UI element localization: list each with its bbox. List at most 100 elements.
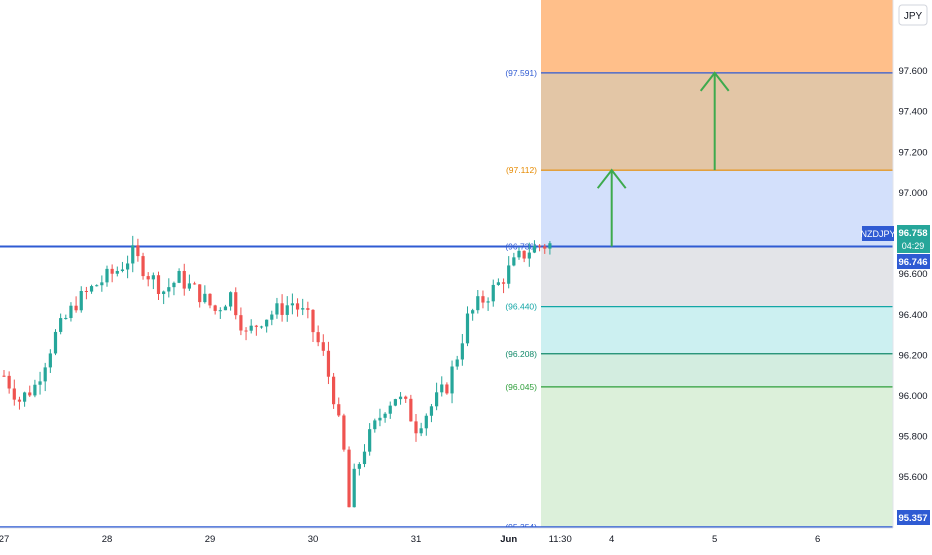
- candle-body: [223, 306, 228, 311]
- bid-price-badge-bg: [897, 254, 930, 269]
- zone-3: [541, 246, 893, 307]
- time-tick-label: 5: [712, 534, 717, 545]
- arrows: [596, 71, 730, 247]
- candle-body: [2, 375, 6, 377]
- last-price: 96.758: [898, 228, 927, 239]
- candle-body: [337, 404, 341, 416]
- symbol-badge-bg: [862, 226, 894, 241]
- candle-body: [64, 317, 68, 319]
- time-axis-bg: [0, 528, 932, 550]
- candle-body: [398, 396, 403, 400]
- candle-body: [141, 256, 145, 277]
- time-tick-label: 30: [308, 534, 319, 545]
- level-label-1: (97.112): [506, 165, 537, 175]
- candle-body: [512, 257, 516, 266]
- candle-body: [182, 270, 186, 289]
- zone-1: [541, 72, 893, 171]
- candle-body: [265, 319, 269, 327]
- candle-body: [208, 293, 212, 306]
- candle-body: [156, 275, 161, 294]
- candle-body: [352, 468, 356, 508]
- candle-body: [79, 290, 83, 311]
- candle-body: [28, 392, 32, 396]
- candle-body: [23, 392, 27, 402]
- candle-body: [12, 388, 16, 400]
- candle-body: [517, 250, 521, 258]
- low-marker-badge-bg: [897, 510, 930, 525]
- candle-body: [120, 269, 125, 271]
- price-tick-label: 97.600: [898, 66, 927, 77]
- price-tick-label: 97.000: [898, 188, 927, 199]
- candle-body: [311, 309, 315, 333]
- candle-body: [218, 310, 222, 312]
- level-lines: (97.591) (97.112) (96.736) (96.440) (96.208)…: [0, 68, 893, 532]
- time-tick-label: 4: [609, 534, 614, 545]
- candle-body: [445, 384, 449, 394]
- candle-body: [110, 268, 114, 274]
- candle-body: [491, 284, 495, 302]
- countdown: 04:29: [902, 241, 925, 251]
- candle-body: [244, 330, 248, 332]
- candle-body: [404, 396, 408, 399]
- candle-body: [496, 282, 500, 285]
- price-tick-label: 97.200: [898, 147, 927, 158]
- candle-body: [84, 290, 88, 292]
- candles: [2, 235, 552, 508]
- candle-body: [100, 282, 104, 286]
- candle-body: [198, 284, 202, 303]
- candle-body: [471, 310, 475, 314]
- candle-body: [89, 286, 94, 292]
- time-tick-label: Jun: [500, 534, 517, 545]
- candle-body: [177, 270, 181, 283]
- candle-body: [486, 301, 490, 303]
- time-tick-label: 6: [815, 534, 820, 545]
- candle-body: [172, 282, 176, 288]
- price-tick-label: 96.000: [898, 391, 927, 402]
- candle-body: [203, 293, 207, 303]
- price-tick-label: 96.400: [898, 310, 927, 321]
- low-marker: 95.357: [898, 513, 927, 524]
- candle-body: [115, 270, 119, 274]
- candle-body: [301, 308, 305, 310]
- candle-body: [74, 305, 78, 311]
- arrow-head-1: [699, 71, 730, 92]
- symbol-badge: NZDJPY: [860, 229, 895, 239]
- level-label-4: (96.208): [505, 349, 537, 359]
- zone-5: [541, 353, 893, 387]
- currency-button[interactable]: JPY: [898, 4, 928, 26]
- zone-0: [541, 0, 893, 73]
- candle-body: [481, 296, 485, 303]
- candle-body: [167, 287, 171, 292]
- candle-body: [254, 325, 258, 327]
- candle-body: [543, 246, 547, 249]
- candle-body: [419, 428, 423, 434]
- candle-body: [48, 353, 52, 368]
- candle-body: [33, 384, 37, 396]
- candle-body: [347, 449, 351, 508]
- candle-body: [270, 314, 274, 320]
- candle-body: [465, 313, 470, 344]
- candle-body: [7, 375, 11, 389]
- currency-label[interactable]: JPY: [904, 11, 923, 22]
- price-tick-label: 97.400: [898, 107, 927, 118]
- level-label-5: (96.045): [505, 382, 537, 392]
- candle-body: [321, 342, 325, 351]
- zone-4: [541, 306, 893, 354]
- candle-body: [249, 325, 253, 331]
- level-label-6: (95.354): [505, 522, 537, 532]
- candle-body: [414, 421, 418, 434]
- candle-body: [460, 343, 464, 360]
- time-tick-label: 11:30: [549, 534, 572, 545]
- candle-body: [522, 250, 526, 259]
- candle-body: [538, 245, 542, 247]
- zone-2: [541, 170, 893, 247]
- candle-body: [316, 332, 320, 343]
- time-tick-label: 28: [102, 534, 113, 545]
- candle-body: [38, 381, 42, 385]
- candle-body: [332, 376, 336, 405]
- currency-box[interactable]: [898, 4, 928, 26]
- candle-body: [192, 283, 197, 285]
